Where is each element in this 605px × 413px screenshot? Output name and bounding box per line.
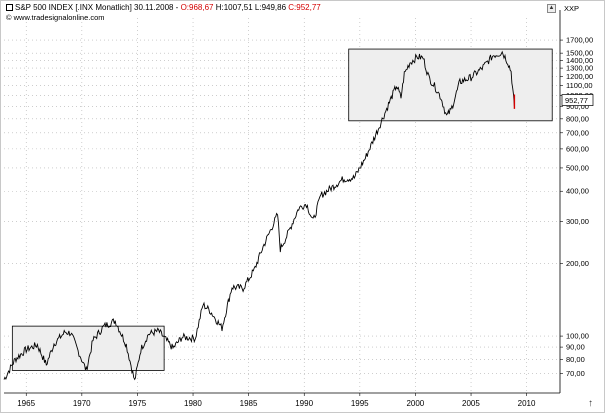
chart-header: S&P 500 INDEX [.INX Monatlich] 30.11.200… [6,3,321,12]
chart-title: S&P 500 INDEX [.INX Monatlich] 30.11.200… [15,3,181,12]
checkbox-icon[interactable] [6,4,13,12]
y-tick-label: 1200,00 [566,72,593,81]
y-tick-label: 1100,00 [566,81,593,90]
y-tick-label: 1300,00 [566,64,593,73]
y-tick-label: 300,00 [566,217,589,226]
y-tick-label: 100,00 [566,332,589,341]
last-value-label: 952,77 [565,96,588,105]
x-tick-label: 1985 [240,399,258,408]
x-tick-label: 1965 [17,399,35,408]
open-value: O:968,67 [180,3,214,12]
last-value-box [561,94,594,106]
up-arrow-icon[interactable]: ↑ [588,398,593,409]
y-tick-label: 700,00 [566,128,589,137]
symbol-label: XXP [564,4,580,13]
x-tick-label: 1970 [73,399,91,408]
y-tick-label: 80,00 [566,355,585,364]
x-tick-label: 1990 [295,399,313,408]
x-tick-label: 2000 [406,399,424,408]
high-value: H:1007,51 [215,3,253,12]
y-tick-label: 90,00 [566,343,585,352]
x-tick-label: 1995 [351,399,369,408]
website-credit: © www.tradesignalonline.com [6,13,105,22]
x-tick-label: 1975 [128,399,146,408]
close-value: C:952,77 [288,3,321,12]
x-tick-label: 1980 [184,399,202,408]
up-arrow-icon[interactable]: ▲ [547,4,556,13]
low-value: L:949,86 [254,3,287,12]
price-line [3,50,515,381]
highlight-box [348,48,553,122]
y-tick-label: 600,00 [566,144,589,153]
y-tick-label: 200,00 [566,259,589,268]
y-tick-label: 1400,00 [566,56,593,65]
y-tick-label: 500,00 [566,163,589,172]
y-tick-label: 1500,00 [566,49,593,58]
x-tick-label: 2010 [518,399,536,408]
y-tick-label: 400,00 [566,187,589,196]
y-tick-label: 800,00 [566,114,589,123]
y-tick-label: 70,00 [566,369,585,378]
y-tick-label: 1700,00 [566,36,593,45]
y-tick-label: 900,00 [566,102,589,111]
x-tick-label: 2005 [462,399,480,408]
